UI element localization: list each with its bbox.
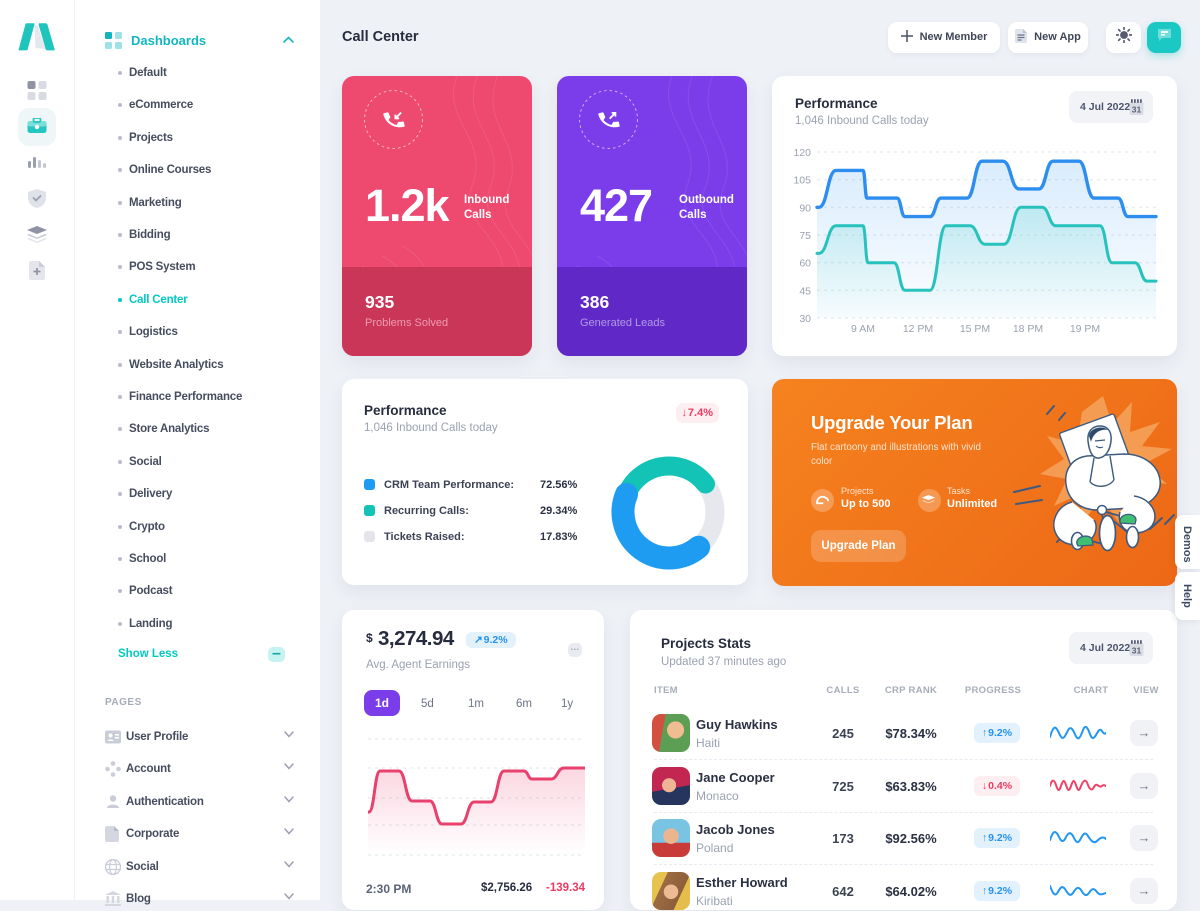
svg-text:120: 120 <box>793 147 811 159</box>
svg-text:19 PM: 19 PM <box>1070 323 1100 335</box>
svg-text:60: 60 <box>799 258 811 270</box>
svg-text:9 AM: 9 AM <box>851 323 875 335</box>
svg-text:31: 31 <box>1132 104 1142 114</box>
svg-text:90: 90 <box>799 202 811 214</box>
svg-text:18 PM: 18 PM <box>1013 323 1043 335</box>
svg-text:30: 30 <box>799 313 811 325</box>
svg-text:12 PM: 12 PM <box>903 323 933 335</box>
svg-text:15 PM: 15 PM <box>960 323 990 335</box>
svg-text:31: 31 <box>1132 645 1142 655</box>
svg-text:105: 105 <box>793 175 811 187</box>
svg-text:45: 45 <box>799 285 811 297</box>
svg-text:75: 75 <box>799 230 811 242</box>
